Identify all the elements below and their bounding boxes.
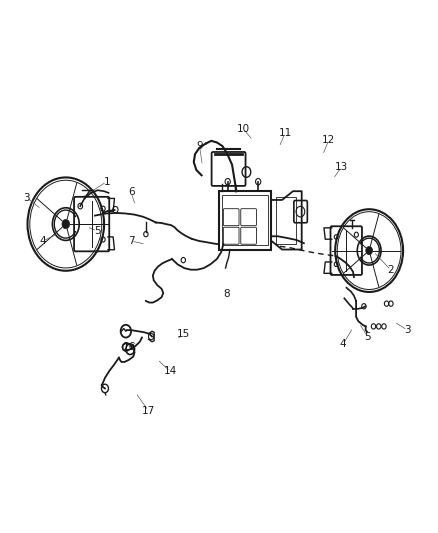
Text: 4: 4 [340,340,346,350]
Text: 10: 10 [237,124,250,134]
Text: 6: 6 [128,187,134,197]
Text: 13: 13 [335,162,348,172]
Text: 1: 1 [103,176,110,187]
Text: 2: 2 [388,265,394,275]
Text: 11: 11 [279,128,292,138]
Text: 5: 5 [364,332,371,342]
Circle shape [366,246,373,255]
Text: 7: 7 [128,236,134,246]
Text: 5: 5 [94,226,100,236]
Text: 8: 8 [223,289,230,299]
Text: 3: 3 [404,325,411,335]
Text: 12: 12 [322,135,336,146]
Text: 15: 15 [177,329,190,340]
Text: 14: 14 [164,367,177,376]
Text: 4: 4 [39,236,46,246]
Text: 17: 17 [142,406,155,416]
Circle shape [62,220,70,229]
Text: 16: 16 [123,342,136,352]
Text: 3: 3 [23,192,30,203]
Text: 9: 9 [196,141,203,151]
